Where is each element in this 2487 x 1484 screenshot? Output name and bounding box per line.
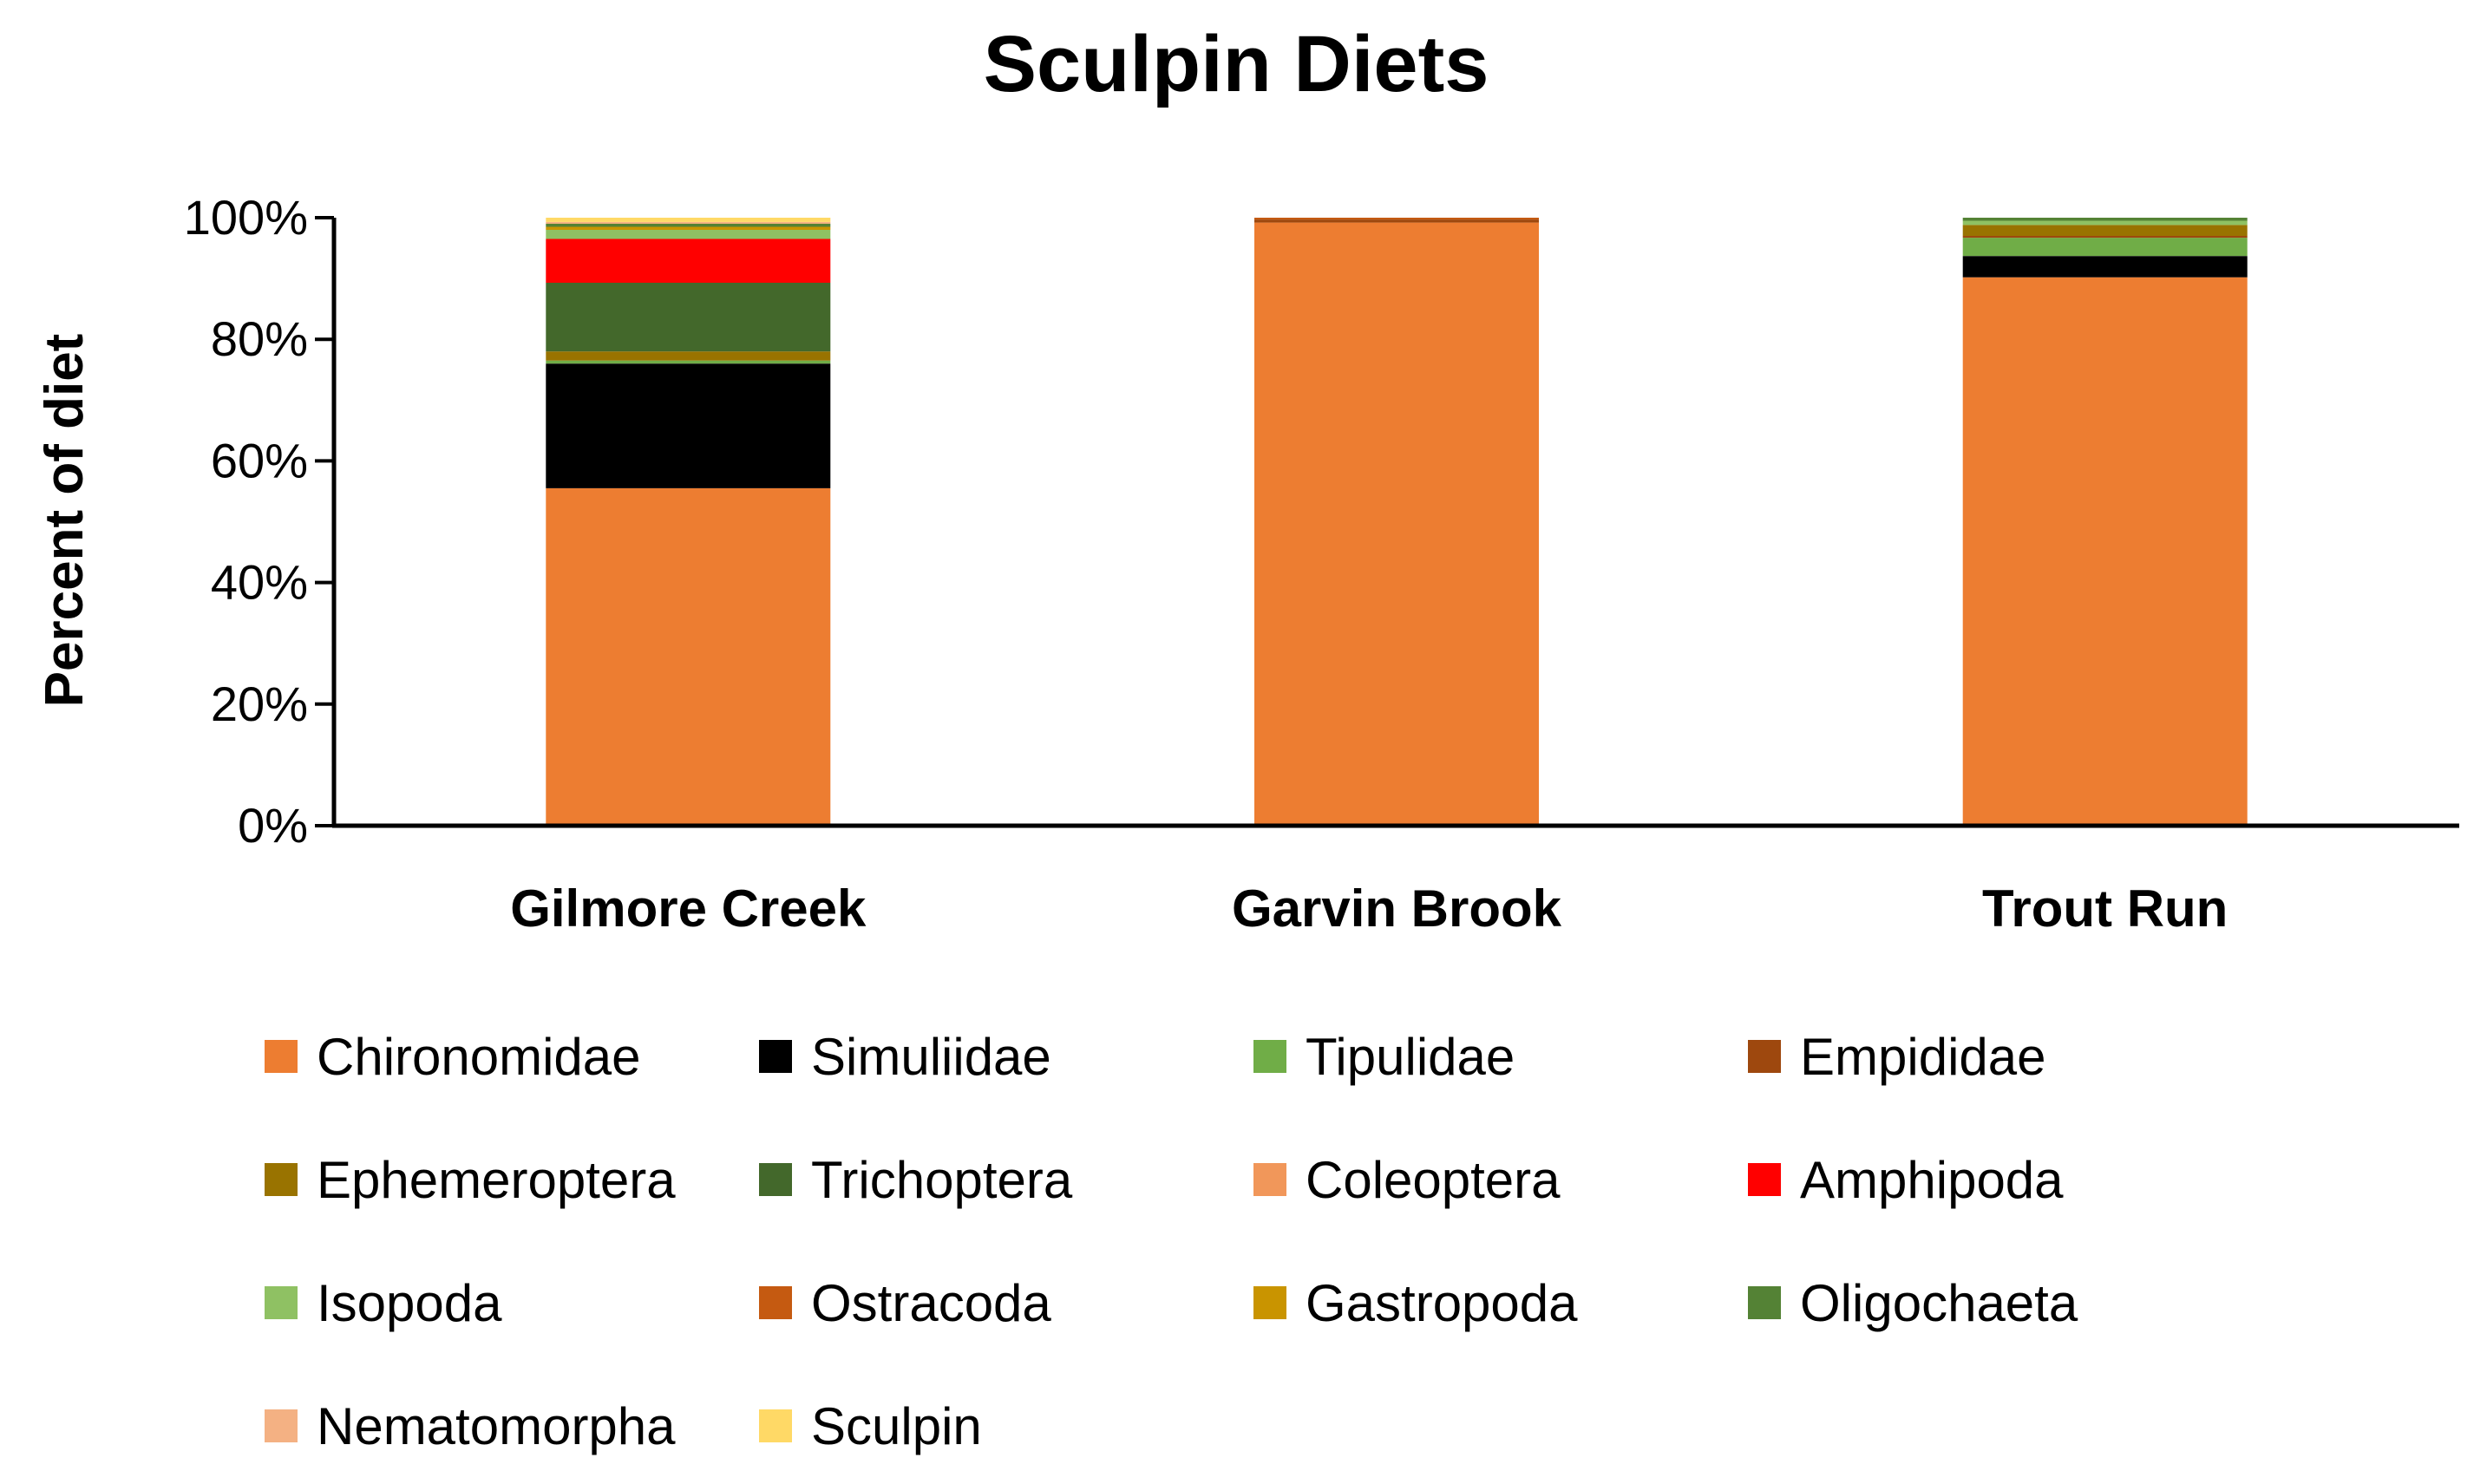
plot-area [546,218,2248,827]
y-axis-label: Percent of diet [35,334,95,708]
bar-segment [1962,238,2248,257]
legend-swatch [1748,1286,1781,1319]
legend-label: Coleoptera [1306,1151,1561,1209]
bar-segment [546,218,831,222]
bar-segment [546,360,831,364]
legend-label: Sculpin [811,1397,982,1455]
y-tick-label: 80% [211,311,308,366]
legend-swatch [265,1409,298,1442]
legend-label: Isopoda [317,1274,502,1332]
bar-segment [1962,236,2248,239]
y-tick-label: 100% [184,190,308,245]
y-tick-label: 0% [238,798,308,853]
legend-swatch [759,1286,792,1319]
legend: Chironomidae Simuliidae Tipulidae Empididae… [265,1028,2078,1455]
legend-label: Nematomorpha [317,1397,676,1455]
legend-swatch [1253,1163,1286,1196]
y-tick-label: 40% [211,555,308,610]
legend-swatch [265,1163,298,1196]
bar-segment [1254,222,1539,827]
bar-segment [1254,218,1539,220]
legend-swatch [759,1040,792,1073]
legend-label: Ostracoda [811,1274,1051,1332]
bar-segment [1962,218,2248,221]
bar-segment [546,283,831,352]
legend-swatch [265,1040,298,1073]
legend-label: Tipulidae [1306,1028,1515,1086]
legend-swatch [265,1286,298,1319]
legend-swatch [759,1163,792,1196]
legend-swatch [1748,1040,1781,1073]
legend-label: Simuliidae [811,1028,1051,1086]
x-tick-label: Garvin Brook [1232,879,1562,938]
chart-title: Sculpin Diets [984,20,1489,108]
axes: Gilmore Creek Garvin Brook Trout Run 0% 20% 4… [184,190,2459,938]
legend-label: Gastropoda [1306,1274,1578,1332]
legend-label: Ephemeroptera [317,1151,676,1209]
y-tick-label: 60% [211,433,308,487]
legend-swatch [1253,1286,1286,1319]
bar-segment [1962,277,2248,826]
bar-segment [546,221,831,224]
legend-swatch [1748,1163,1781,1196]
legend-swatch [1253,1040,1286,1073]
bar-segment [546,487,831,826]
bar-segment [1962,256,2248,278]
legend-label: Trichoptera [811,1151,1073,1209]
bar-segment [546,224,831,227]
bar-segment [1962,220,2248,226]
x-tick-label: Gilmore Creek [510,879,867,938]
legend-label: Chironomidae [317,1028,641,1086]
bar-segment [546,239,831,283]
legend-label: Oligochaeta [1800,1274,2078,1332]
legend-label: Amphipoda [1800,1151,2064,1209]
bar-segment [1254,219,1539,223]
legend-swatch [759,1409,792,1442]
bar-segment [546,351,831,361]
bar-segment [546,363,831,488]
bar-segment [546,230,831,239]
x-tick-label: Trout Run [1982,879,2228,938]
y-tick-label: 20% [211,677,308,731]
bar-segment [546,226,831,230]
bar-segment [1962,225,2248,236]
legend-label: Empididae [1800,1028,2046,1086]
